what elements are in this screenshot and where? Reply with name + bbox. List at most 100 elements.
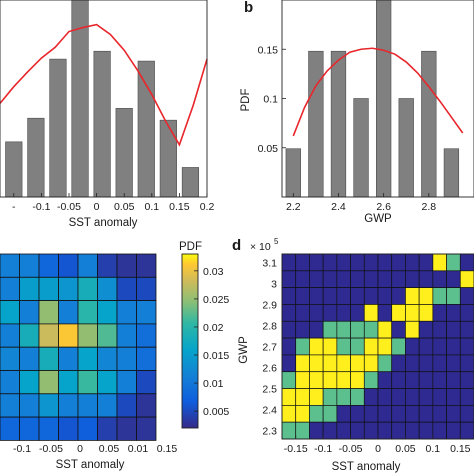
panel-a-fit-line bbox=[0, 23, 208, 147]
panel-d-cell bbox=[309, 320, 324, 339]
panel-d-cell bbox=[446, 320, 461, 339]
panel-d-cell bbox=[363, 320, 379, 339]
panel-d-cell bbox=[309, 337, 324, 356]
panel-c-xtick-label: -0.1 bbox=[13, 443, 31, 455]
panel-c-colorbar-tick-label: 0.015 bbox=[203, 350, 229, 362]
panel-c-xlabel: SST anomaly bbox=[56, 459, 125, 471]
panel-d-cell bbox=[418, 421, 434, 440]
panel-d-cell bbox=[432, 320, 447, 339]
panel-c-cell bbox=[38, 416, 59, 441]
panel-c-cell bbox=[19, 416, 40, 441]
panel-d-cell bbox=[363, 253, 379, 272]
panel-a-xtick-label: 0 bbox=[94, 201, 100, 213]
panel-c-cell bbox=[0, 253, 20, 278]
panel-d-cell bbox=[391, 304, 406, 322]
panel-d-xlabel: SST anomaly bbox=[332, 461, 401, 473]
panel-d-cell bbox=[459, 405, 474, 423]
panel-d-cell bbox=[322, 421, 338, 440]
panel-d-cell bbox=[363, 287, 379, 305]
panel-c-cell bbox=[77, 253, 98, 278]
panel-d-cell bbox=[281, 371, 297, 389]
panel-c-cell bbox=[116, 300, 137, 325]
panel-d-cell bbox=[405, 270, 420, 288]
panel-d-cell bbox=[281, 337, 297, 356]
panel-a-bar bbox=[49, 58, 67, 198]
panel-c-cell bbox=[97, 346, 118, 371]
panel-d-cell bbox=[281, 388, 297, 406]
panel-d-ytick-label: 2.3 bbox=[262, 426, 277, 438]
panel-d-cell bbox=[309, 287, 324, 305]
panel-d-cell bbox=[391, 421, 406, 440]
panel-d-cell bbox=[281, 421, 297, 440]
panel-c-cell bbox=[19, 323, 40, 348]
panel-d-cell bbox=[446, 388, 461, 406]
panel-d-cell bbox=[309, 354, 324, 373]
panel-d-ylabel: GWP bbox=[238, 336, 250, 364]
panel-c-cell bbox=[58, 416, 79, 441]
panel-c-cell bbox=[38, 370, 59, 395]
panel-c-cell bbox=[97, 276, 118, 301]
panel-d-cell bbox=[446, 421, 461, 440]
panel-d-cell bbox=[418, 253, 434, 272]
panel-d-cell bbox=[459, 270, 474, 288]
panel-b-ytick-label: 0.1 bbox=[263, 94, 278, 106]
panel-d-cell bbox=[350, 371, 365, 389]
panel-d-cell bbox=[405, 337, 420, 356]
panel-c-cell bbox=[97, 370, 118, 395]
panel-d-xtick-label: 0.05 bbox=[395, 443, 416, 455]
panel-c-cell bbox=[77, 416, 98, 441]
panel-b-ytick-label: 0.05 bbox=[258, 143, 279, 155]
panel-c-colorbar-title: PDF bbox=[179, 241, 202, 253]
panel-c-cell bbox=[136, 370, 157, 395]
panel-d-cell bbox=[295, 371, 310, 389]
panel-b-bar bbox=[353, 98, 369, 198]
panel-d-cell bbox=[391, 354, 406, 373]
panel-d-cell bbox=[363, 354, 379, 373]
panel-d-cell bbox=[459, 320, 474, 339]
panel-d-cell bbox=[336, 388, 351, 406]
panel-d-cell bbox=[446, 270, 461, 288]
panel-d-cell bbox=[418, 337, 434, 356]
panel-d-cell bbox=[418, 388, 434, 406]
panel-d-cell bbox=[446, 371, 461, 389]
panel-d-cell bbox=[350, 304, 365, 322]
panel-d-cell bbox=[459, 337, 474, 356]
panel-d-cell bbox=[336, 270, 351, 288]
panel-c-colorbar-tick-label: 0.02 bbox=[203, 322, 224, 334]
panel-d-ytick-label: 2.5 bbox=[262, 384, 277, 396]
panel-a-xtick-label: 0.1 bbox=[144, 201, 159, 213]
panel-d-xtick-label: 0.1 bbox=[426, 443, 441, 455]
panel-d-cell bbox=[432, 405, 447, 423]
panel-c-cell bbox=[38, 393, 59, 418]
panel-d-cell bbox=[350, 270, 365, 288]
panel-d-cell bbox=[281, 287, 297, 305]
panel-d-cell bbox=[405, 287, 420, 305]
panel-a-bar bbox=[93, 50, 111, 198]
panel-d-cell bbox=[295, 287, 310, 305]
panel-d-cell bbox=[281, 253, 297, 272]
panel-c-cell bbox=[58, 300, 79, 325]
panel-c-cell bbox=[38, 300, 59, 325]
panel-d-cell bbox=[350, 421, 365, 440]
panel-d-cell bbox=[377, 371, 393, 389]
panel-c-cell bbox=[97, 416, 118, 441]
panel-c-cell bbox=[19, 393, 40, 418]
panel-d-cell bbox=[418, 405, 434, 423]
panel-d-cell bbox=[405, 405, 420, 423]
panel-d-cell bbox=[281, 320, 297, 339]
panel-d-cell bbox=[350, 253, 365, 272]
panel-d-cell bbox=[295, 304, 310, 322]
panel-c-colorbar-tick-label: 0.01 bbox=[203, 378, 224, 390]
panel-d-cell bbox=[405, 320, 420, 339]
panel-d-cell bbox=[459, 371, 474, 389]
panel-d-y-exponent: 5 bbox=[274, 237, 279, 246]
panel-a-xtick-label: - bbox=[12, 201, 16, 213]
panel-d-cell bbox=[418, 371, 434, 389]
panel-c-cell bbox=[136, 393, 157, 418]
panel-d-xtick-label: -0.05 bbox=[339, 443, 363, 455]
panel-c-cell bbox=[97, 253, 118, 278]
panel-a-xtick-label: 0.05 bbox=[114, 201, 135, 213]
panel-c-xtick-label: -0.05 bbox=[39, 443, 63, 455]
panel-d-ytick-label: 2.4 bbox=[262, 405, 277, 417]
